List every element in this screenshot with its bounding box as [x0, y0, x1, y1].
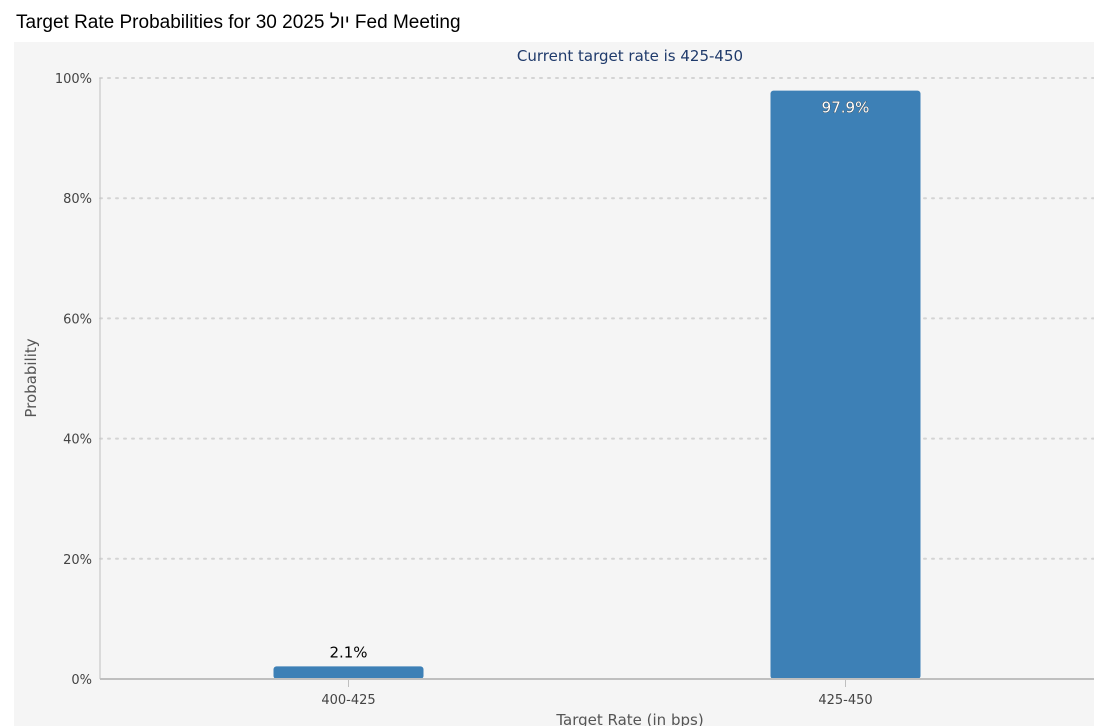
x-tick-label: 425-450	[818, 693, 872, 708]
x-tick-label: 400-425	[321, 693, 375, 708]
bar-425-450	[770, 90, 921, 680]
y-tick-label: 0%	[71, 673, 92, 688]
bar-value-label: 97.9%	[822, 99, 870, 117]
y-tick-label: 80%	[63, 192, 92, 207]
probability-bar-chart: Current target rate is 425-450 0% 20% 40% 60…	[22, 47, 1094, 726]
chart-title: Current target rate is 425-450	[517, 47, 743, 65]
y-tick-label: 60%	[63, 312, 92, 327]
bar-400-425	[273, 666, 424, 679]
bar-value-label: 2.1%	[329, 643, 367, 661]
y-tick-label: 20%	[63, 553, 92, 568]
chart-panel: Current target rate is 425-450 0% 20% 40% 60…	[14, 42, 1094, 726]
y-tick-label: 100%	[55, 72, 92, 87]
x-axis-label: Target Rate (in bps)	[555, 711, 703, 726]
page-title: Target Rate Probabilities for 30 יול 202…	[16, 12, 461, 33]
y-tick-label: 40%	[63, 433, 92, 448]
y-axis-label: Probability	[22, 338, 40, 417]
